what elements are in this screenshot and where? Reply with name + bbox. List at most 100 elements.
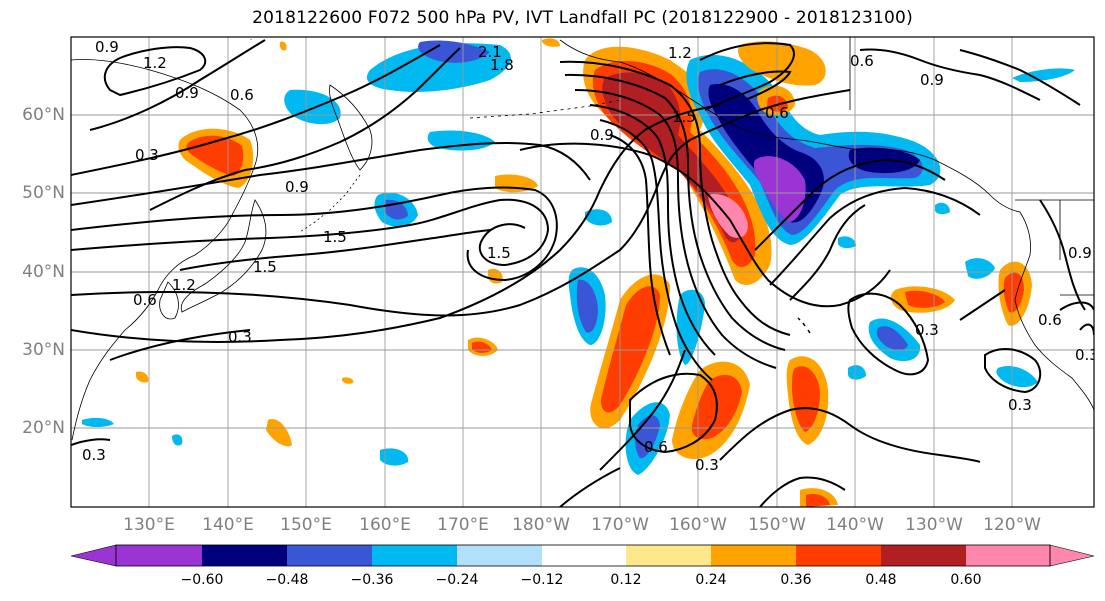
contour-label: 1.2 [143,54,167,72]
japan-coastline [180,199,267,313]
pv-contours [71,39,1094,507]
negative-shading [82,417,114,427]
contour-label: 0.3 [82,446,106,464]
pv-contour-line [71,186,558,282]
colorbar-segment [626,545,711,566]
positive-shading [342,377,354,384]
lat-label: 50°N [22,183,65,203]
contour-label: 0.6 [765,104,789,122]
negative-shading [848,365,866,380]
colorbar-arrow-low [70,544,117,567]
negative-shading [380,448,409,466]
shading-layer [82,38,1075,507]
plot-frame [70,36,1095,508]
positive-shading [767,95,788,112]
pv-contour-line [699,42,795,111]
contour-label: 0.3 [228,328,252,346]
contour-label: 1.2 [172,276,196,294]
pv-contour-line [559,60,791,336]
colorbar-segment [202,545,287,566]
contour-label: 1.5 [487,244,511,262]
negative-shading [753,156,806,222]
lat-label: 60°N [22,105,65,125]
asia-coastline [71,59,259,441]
contour-label: 0.9 [175,84,199,102]
negative-shading [996,365,1038,388]
graticule [71,37,1094,507]
pv-contour-line [71,198,550,267]
contour-label-layer: 0.9 1.2 0.9 0.6 0.3 0.9 1.5 1.5 1.2 0.6 … [82,38,1094,474]
negative-shading [172,434,183,446]
pv-contour-line [759,476,846,507]
lat-label: 20°N [22,418,65,438]
positive-shading [792,366,820,432]
positive-shading [738,41,826,86]
pv-contour-line [847,292,930,376]
colorbar-segment [116,545,202,566]
contour-label: 0.3 [915,321,939,339]
pv-contour-line [859,48,1041,101]
pv-contour-line [179,229,491,271]
contour-label: 0.3 [695,456,719,474]
positive-shading [136,371,149,383]
negative-shading [427,130,495,151]
lon-label: 180°W [512,515,570,535]
contour-label: 1.5 [253,258,277,276]
contour-label: 0.3 [135,146,159,164]
negative-shading [876,326,908,351]
contour-label: 0.9 [590,126,614,144]
positive-shading [806,494,830,507]
lon-label: 120°W [983,515,1041,535]
positive-shading [279,41,287,51]
contour-label: 0.6 [133,291,157,309]
contour-label: 0.6 [1038,311,1062,329]
pv-contour-line [599,349,686,471]
negative-shading [418,40,490,63]
colorbar-tick-label: 0.36 [780,572,812,588]
lon-label: 130°E [123,515,175,535]
pv-contour-line [71,44,441,176]
pv-contour-line [71,104,721,343]
colorbar-tick-label: −0.48 [265,572,309,588]
negative-shading [585,209,612,226]
colorbar-segment [457,545,542,566]
negative-shading [838,236,856,249]
alaska-coastline [559,39,1021,213]
colorbar-tick-label: −0.36 [350,572,394,588]
lon-label: 150°W [748,515,806,535]
pv-contour-line [589,104,716,356]
positive-shading [905,290,945,308]
pv-contour-line [109,329,251,361]
pv-contour-line [1039,199,1086,311]
contour-label: 1.8 [490,56,514,74]
contour-label: 0.9 [1068,244,1092,262]
contour-label: 0.6 [230,86,254,104]
contour-label: 0.9 [250,39,252,41]
lon-label: 170°E [437,515,489,535]
colorbar-tick-label: −0.12 [520,572,564,588]
pv-contour-line [519,142,891,308]
pv-contour-line [959,289,1006,321]
pv-contour-line [719,70,792,101]
negative-shading [935,202,950,215]
negative-shading [965,258,995,279]
kuril-islands [299,174,361,233]
pv-contour-line [149,47,461,211]
colorbar-tick-label: 0.60 [950,572,982,588]
contour-label: 1.2 [668,44,692,62]
pv-contour-line [769,186,981,286]
positive-shading [601,286,660,413]
hawaii-islands [797,317,811,334]
lon-label: 140°E [202,515,254,535]
positive-shading [1003,272,1024,313]
pv-contour-line [959,49,1081,106]
colorbar-tick-label: 0.48 [865,572,897,588]
negative-shading [576,279,598,333]
pv-contour-line [609,134,671,356]
colorbar-tick-label: 0.12 [610,572,642,588]
contour-label: 1.5 [323,228,347,246]
pv-contour-line [89,39,266,131]
pv-contour-line [984,348,1042,394]
contour-label: 0.6 [250,39,252,41]
colorbar-arrow-high [1049,544,1095,567]
